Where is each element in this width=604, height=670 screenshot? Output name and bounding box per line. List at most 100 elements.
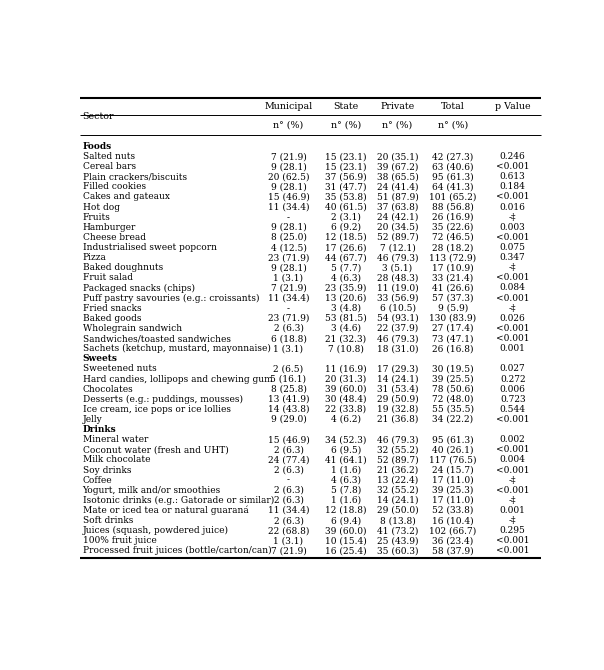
Text: 13 (41.9): 13 (41.9) xyxy=(268,395,309,404)
Text: 113 (72.9): 113 (72.9) xyxy=(429,253,477,262)
Text: -: - xyxy=(287,476,290,484)
Text: 1 (1.6): 1 (1.6) xyxy=(331,496,361,505)
Text: <0.001: <0.001 xyxy=(496,536,530,545)
Text: 0.075: 0.075 xyxy=(500,243,525,252)
Text: 0.016: 0.016 xyxy=(500,202,525,212)
Text: 11 (34.4): 11 (34.4) xyxy=(268,293,309,303)
Text: 14 (24.1): 14 (24.1) xyxy=(377,496,419,505)
Text: 54 (93.1): 54 (93.1) xyxy=(377,314,419,323)
Text: 11 (16.9): 11 (16.9) xyxy=(325,364,367,373)
Text: 23 (35.9): 23 (35.9) xyxy=(326,283,367,293)
Text: 9 (28.1): 9 (28.1) xyxy=(271,182,306,192)
Text: 2 (6.3): 2 (6.3) xyxy=(274,516,303,525)
Text: 24 (15.7): 24 (15.7) xyxy=(432,466,474,474)
Text: 16 (25.4): 16 (25.4) xyxy=(325,547,367,555)
Text: 26 (16.8): 26 (16.8) xyxy=(432,344,474,353)
Text: 24 (77.4): 24 (77.4) xyxy=(268,456,309,464)
Text: 21 (36.2): 21 (36.2) xyxy=(377,466,418,474)
Text: 73 (47.1): 73 (47.1) xyxy=(432,334,474,343)
Text: 20 (62.5): 20 (62.5) xyxy=(268,172,309,182)
Text: 95 (61.3): 95 (61.3) xyxy=(432,172,474,182)
Text: 78 (50.6): 78 (50.6) xyxy=(432,385,474,393)
Text: <0.001: <0.001 xyxy=(496,293,530,303)
Text: p Value: p Value xyxy=(495,103,530,111)
Text: 10 (15.4): 10 (15.4) xyxy=(325,536,367,545)
Text: 52 (33.8): 52 (33.8) xyxy=(432,506,474,515)
Text: Mineral water: Mineral water xyxy=(83,436,148,444)
Text: 15 (46.9): 15 (46.9) xyxy=(268,436,309,444)
Text: 4 (6.2): 4 (6.2) xyxy=(331,415,361,424)
Text: 5 (7.7): 5 (7.7) xyxy=(331,263,361,272)
Text: 88 (56.8): 88 (56.8) xyxy=(432,202,474,212)
Text: 37 (63.8): 37 (63.8) xyxy=(377,202,418,212)
Text: 41 (64.1): 41 (64.1) xyxy=(325,456,367,464)
Text: 9 (5.9): 9 (5.9) xyxy=(438,304,468,313)
Text: State: State xyxy=(333,103,359,111)
Text: Desserts (e.g.: puddings, mousses): Desserts (e.g.: puddings, mousses) xyxy=(83,395,243,404)
Text: 0.184: 0.184 xyxy=(500,182,525,192)
Text: 0.026: 0.026 xyxy=(500,314,525,323)
Text: 0.002: 0.002 xyxy=(500,436,525,444)
Text: 4 (6.3): 4 (6.3) xyxy=(331,273,361,282)
Text: 13 (22.4): 13 (22.4) xyxy=(377,476,418,484)
Text: Packaged snacks (chips): Packaged snacks (chips) xyxy=(83,283,194,293)
Text: -: - xyxy=(287,304,290,313)
Text: -‡: -‡ xyxy=(509,516,516,525)
Text: 39 (60.0): 39 (60.0) xyxy=(326,385,367,393)
Text: 0.027: 0.027 xyxy=(500,364,525,373)
Text: -‡: -‡ xyxy=(509,304,516,313)
Text: 23 (71.9): 23 (71.9) xyxy=(268,314,309,323)
Text: 53 (81.5): 53 (81.5) xyxy=(325,314,367,323)
Text: 11 (34.4): 11 (34.4) xyxy=(268,202,309,212)
Text: 3 (4.6): 3 (4.6) xyxy=(331,324,361,333)
Text: 20 (35.1): 20 (35.1) xyxy=(377,152,419,161)
Text: 52 (89.7): 52 (89.7) xyxy=(377,456,419,464)
Text: 2 (6.3): 2 (6.3) xyxy=(274,466,303,474)
Text: 9 (28.1): 9 (28.1) xyxy=(271,223,306,232)
Text: 23 (71.9): 23 (71.9) xyxy=(268,253,309,262)
Text: Salted nuts: Salted nuts xyxy=(83,152,135,161)
Text: 35 (60.3): 35 (60.3) xyxy=(377,547,419,555)
Text: 0.613: 0.613 xyxy=(500,172,525,182)
Text: 29 (50.0): 29 (50.0) xyxy=(377,506,419,515)
Text: Soy drinks: Soy drinks xyxy=(83,466,131,474)
Text: 57 (37.3): 57 (37.3) xyxy=(432,293,474,303)
Text: 46 (79.3): 46 (79.3) xyxy=(377,253,419,262)
Text: Pizza: Pizza xyxy=(83,253,106,262)
Text: 72 (48.0): 72 (48.0) xyxy=(432,395,474,404)
Text: -‡: -‡ xyxy=(509,476,516,484)
Text: 9 (29.0): 9 (29.0) xyxy=(271,415,306,424)
Text: Jelly: Jelly xyxy=(83,415,102,424)
Text: 16 (10.4): 16 (10.4) xyxy=(432,516,474,525)
Text: 29 (50.9): 29 (50.9) xyxy=(377,395,419,404)
Text: 2 (6.3): 2 (6.3) xyxy=(274,496,303,505)
Text: Fruit salad: Fruit salad xyxy=(83,273,132,282)
Text: 3 (5.1): 3 (5.1) xyxy=(382,263,413,272)
Text: 2 (3.1): 2 (3.1) xyxy=(331,212,361,222)
Text: 24 (41.4): 24 (41.4) xyxy=(377,182,419,192)
Text: 102 (66.7): 102 (66.7) xyxy=(429,526,477,535)
Text: Municipal: Municipal xyxy=(265,103,313,111)
Text: Coconut water (fresh and UHT): Coconut water (fresh and UHT) xyxy=(83,446,228,454)
Text: 38 (65.5): 38 (65.5) xyxy=(377,172,419,182)
Text: 8 (25.0): 8 (25.0) xyxy=(271,233,306,242)
Text: 18 (31.0): 18 (31.0) xyxy=(377,344,419,353)
Text: 117 (76.5): 117 (76.5) xyxy=(429,456,477,464)
Text: <0.001: <0.001 xyxy=(496,466,530,474)
Text: 44 (67.7): 44 (67.7) xyxy=(325,253,367,262)
Text: 12 (18.5): 12 (18.5) xyxy=(325,233,367,242)
Text: 34 (22.2): 34 (22.2) xyxy=(432,415,474,424)
Text: 8 (13.8): 8 (13.8) xyxy=(380,516,416,525)
Text: 39 (67.2): 39 (67.2) xyxy=(377,162,418,171)
Text: 15 (46.9): 15 (46.9) xyxy=(268,192,309,202)
Text: 4 (6.3): 4 (6.3) xyxy=(331,476,361,484)
Text: 1 (1.6): 1 (1.6) xyxy=(331,466,361,474)
Text: 7 (10.8): 7 (10.8) xyxy=(328,344,364,353)
Text: 17 (29.3): 17 (29.3) xyxy=(377,364,418,373)
Text: 6 (9.4): 6 (9.4) xyxy=(331,516,361,525)
Text: 5 (7.8): 5 (7.8) xyxy=(331,486,361,494)
Text: 3 (4.8): 3 (4.8) xyxy=(331,304,361,313)
Text: Hamburger: Hamburger xyxy=(83,223,136,232)
Text: 0.004: 0.004 xyxy=(500,456,525,464)
Text: <0.001: <0.001 xyxy=(496,273,530,282)
